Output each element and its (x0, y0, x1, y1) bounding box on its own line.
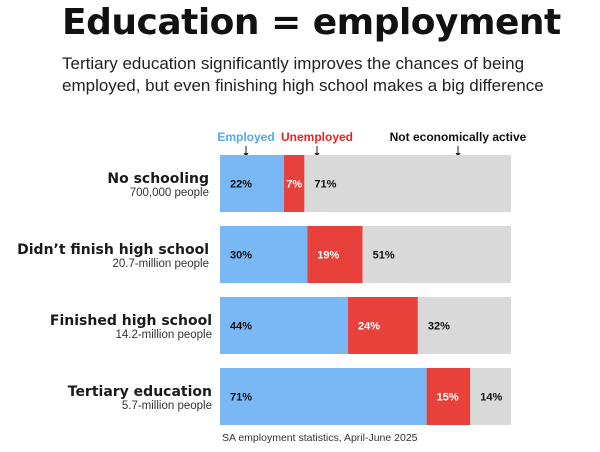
chart-subtitle: Tertiary education significantly improve… (62, 54, 544, 95)
value-label-3-2: 24% (358, 321, 380, 333)
bar-3-employed (220, 297, 349, 354)
bar-1-not-economically-active (304, 155, 511, 212)
bar-2-employed (220, 226, 308, 283)
category-label-4: Tertiary education (68, 384, 212, 400)
bar-4-not-economically-active (470, 368, 511, 425)
category-sublabel-4: 5.7-million people (122, 400, 212, 412)
value-label-4-3: 14% (480, 392, 502, 404)
value-label-1-1: 22% (230, 179, 252, 191)
value-label-3-1: 44% (230, 321, 252, 333)
bar-3-not-economically-active (417, 297, 511, 354)
category-sublabel-2: 20.7-million people (112, 258, 209, 270)
value-label-2-1: 30% (230, 250, 252, 262)
chart-title: Education = employment (62, 2, 561, 43)
category-label-3: Finished high school (50, 313, 212, 329)
category-sublabel-3: 14.2-million people (115, 329, 212, 341)
bar-1-unemployed (284, 155, 305, 212)
value-label-2-2: 19% (317, 250, 339, 262)
bar-3-unemployed (348, 297, 418, 354)
bar-4-unemployed (426, 368, 471, 425)
legend-label-3: Not economically active (390, 130, 527, 144)
bar-4-employed (220, 368, 427, 425)
source-note: SA employment statistics, April-June 202… (222, 432, 418, 444)
value-label-4-1: 71% (230, 392, 252, 404)
value-label-1-2: 7% (286, 179, 302, 191)
value-label-1-3: 71% (314, 179, 336, 191)
legend-label-2: Unemployed (281, 130, 353, 144)
category-label-2: Didn’t finish high school (17, 242, 209, 258)
legend-label-1: Employed (217, 130, 274, 144)
bar-2-not-economically-active (362, 226, 511, 283)
value-label-4-2: 15% (437, 392, 459, 404)
bar-2-unemployed (307, 226, 363, 283)
value-label-2-3: 51% (373, 250, 395, 262)
bar-1-employed (220, 155, 285, 212)
category-label-1: No schooling (107, 171, 209, 187)
category-sublabel-1: 700,000 people (130, 187, 209, 199)
value-label-3-3: 32% (428, 321, 450, 333)
